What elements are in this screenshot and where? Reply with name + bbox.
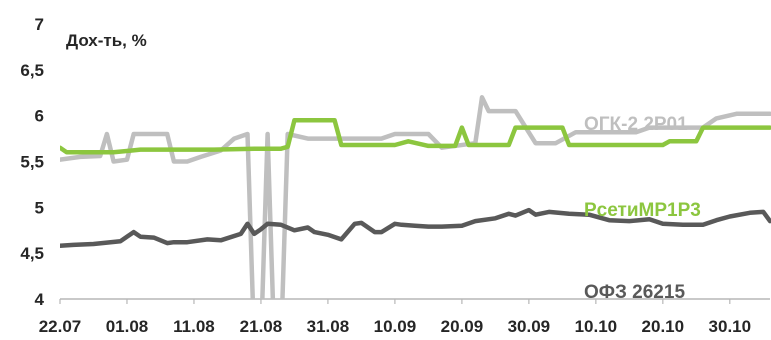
x-tick-label: 22.07 — [39, 317, 82, 336]
y-tick-label: 4 — [35, 290, 45, 309]
x-tick-label: 10.10 — [575, 317, 618, 336]
y-tick-label: 6,5 — [20, 61, 44, 80]
series-label-ogk2: ОГК-2 2Р01 — [584, 114, 688, 135]
series-line-ofz — [60, 207, 771, 249]
x-tick-label: 11.08 — [173, 317, 215, 336]
series-line-ogk2 — [60, 95, 771, 299]
x-tick-label: 01.08 — [106, 317, 149, 336]
x-axis: 22.07 01.08 11.08 21.08 31.08 10.09 20.09 30.09… — [39, 298, 770, 336]
x-tick-label: 20.09 — [441, 317, 484, 336]
series-label-ofz: ОФЗ 26215 — [584, 282, 685, 303]
y-axis-label: Дох-ть, % — [66, 31, 147, 50]
x-tick-label: 21.08 — [240, 317, 283, 336]
y-tick-label: 6 — [35, 107, 44, 126]
y-tick-label: 7 — [35, 15, 44, 34]
series-layer — [60, 95, 771, 299]
y-tick-label: 5 — [35, 198, 44, 217]
y-tick-label: 5,5 — [20, 153, 44, 172]
series-line-rseti — [60, 118, 771, 155]
x-tick-label: 20.10 — [642, 317, 685, 336]
series-label-rseti: РсетиМР1Р3 — [584, 200, 701, 221]
x-tick-label: 30.09 — [508, 317, 551, 336]
x-tick-label: 30.10 — [709, 317, 752, 336]
x-tick-label: 31.08 — [307, 317, 350, 336]
x-tick-label: 10.09 — [374, 317, 417, 336]
y-axis: 4 4,5 5 5,5 6 6,5 7 — [20, 15, 44, 309]
y-tick-label: 4,5 — [20, 244, 44, 263]
